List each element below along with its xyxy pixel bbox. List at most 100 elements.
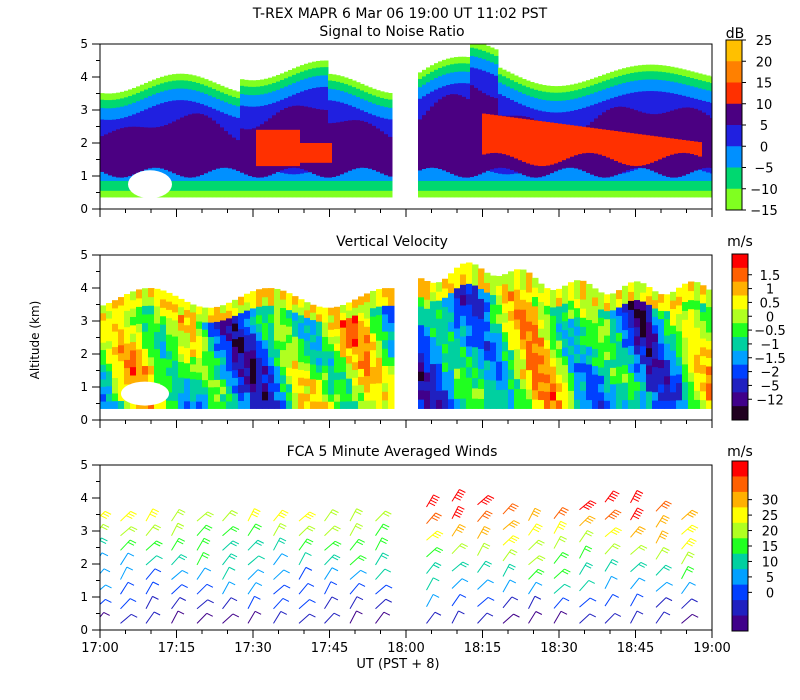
wind-barb-feather <box>690 538 697 542</box>
velocity-cell <box>706 340 712 350</box>
wind-barb-feather <box>632 498 640 502</box>
velocity-cell <box>208 372 215 381</box>
wind-barb-feather <box>128 513 135 517</box>
velocity-cell <box>442 352 449 363</box>
velocity-cell <box>244 326 251 336</box>
velocity-cell <box>358 400 365 409</box>
velocity-cell <box>364 334 371 344</box>
velocity-cell <box>508 300 515 312</box>
velocity-cell <box>700 329 707 339</box>
velocity-cell <box>250 299 257 309</box>
velocity-cell <box>196 386 203 395</box>
wind-barb <box>273 569 285 580</box>
velocity-cell <box>520 348 527 360</box>
velocity-cell <box>430 336 437 347</box>
wind-barb-feather <box>585 545 593 550</box>
velocity-cell <box>334 364 341 373</box>
wind-barb-feather <box>691 509 699 514</box>
wind-barb-feather <box>564 583 571 588</box>
velocity-cell <box>532 324 539 335</box>
velocity-cell <box>220 371 227 380</box>
velocity-cell <box>202 372 209 381</box>
velocity-cell <box>568 327 575 337</box>
velocity-cell <box>562 390 569 401</box>
wind-barb <box>273 537 281 551</box>
wind-barb <box>273 553 283 566</box>
velocity-cell <box>220 349 227 358</box>
wind-barb-feather <box>356 508 363 513</box>
wind-barb-feather <box>434 549 441 553</box>
velocity-cell <box>424 299 431 309</box>
wind-barb-feather <box>562 507 569 511</box>
velocity-cell <box>202 365 209 373</box>
velocity-cell <box>490 398 497 409</box>
velocity-cell <box>148 322 155 332</box>
wind-barb-feather <box>638 577 646 582</box>
wind-barb-feather <box>487 495 495 499</box>
velocity-cell <box>346 302 353 311</box>
velocity-cell <box>160 290 167 300</box>
velocity-cell <box>502 370 509 381</box>
velocity-cell <box>586 292 593 303</box>
velocity-cell <box>244 359 251 368</box>
wind-barb-feather <box>660 520 667 524</box>
velocity-cell <box>592 348 599 358</box>
wind-barb <box>604 576 612 589</box>
wind-barb-feather <box>609 495 616 500</box>
velocity-cell <box>358 392 365 401</box>
velocity-cell <box>322 322 329 330</box>
velocity-cell <box>304 400 311 409</box>
wind-barb <box>273 509 283 522</box>
snr-cell <box>618 131 623 163</box>
velocity-cell <box>514 269 521 280</box>
y-tick-label: 4 <box>80 491 88 505</box>
snr-cell <box>132 126 137 175</box>
wind-barb-feather <box>181 570 189 574</box>
velocity-cell <box>442 362 449 372</box>
wind-barb-feather <box>230 528 238 532</box>
velocity-cell <box>586 355 593 365</box>
wind-barb <box>145 524 156 537</box>
velocity-cell <box>292 304 299 313</box>
wind-barb-feather <box>104 510 112 515</box>
wind-barb-feather <box>331 596 339 601</box>
velocity-cell <box>172 376 179 385</box>
velocity-cell <box>430 372 437 383</box>
velocity-cell <box>478 278 485 289</box>
velocity-cell <box>238 384 245 393</box>
velocity-cell <box>508 330 515 341</box>
wind-barb <box>477 597 489 607</box>
snr-cell <box>510 117 515 157</box>
velocity-cell <box>316 393 323 402</box>
y-tick-label: 4 <box>80 281 88 295</box>
velocity-cell <box>262 288 269 298</box>
velocity-cell <box>496 323 503 334</box>
wind-barb-feather <box>612 593 619 598</box>
velocity-cell <box>682 346 689 356</box>
velocity-cell <box>424 399 431 409</box>
velocity-cell <box>214 343 221 351</box>
velocity-cell <box>232 330 239 340</box>
wind-barb <box>298 552 306 566</box>
velocity-cell <box>700 355 707 365</box>
wind-barb-feather <box>659 535 666 540</box>
velocity-cell <box>142 288 149 298</box>
wind-barb-feather <box>177 511 184 516</box>
velocity-cell <box>148 356 155 366</box>
velocity-cell <box>106 355 113 364</box>
x-tick-label: 17:15 <box>158 641 195 656</box>
velocity-cell <box>706 289 712 299</box>
velocity-cell <box>556 331 563 341</box>
velocity-cell <box>136 348 143 358</box>
wind-barb <box>553 583 565 594</box>
wind-barb <box>298 583 309 595</box>
velocity-cell <box>562 329 569 339</box>
snr-cell <box>316 109 321 176</box>
velocity-cell <box>298 353 305 363</box>
wind-barb-feather <box>282 597 290 602</box>
velocity-cell <box>694 327 701 337</box>
velocity-cell <box>460 346 467 358</box>
velocity-cell <box>598 358 605 368</box>
wind-barb-feather <box>639 526 646 531</box>
